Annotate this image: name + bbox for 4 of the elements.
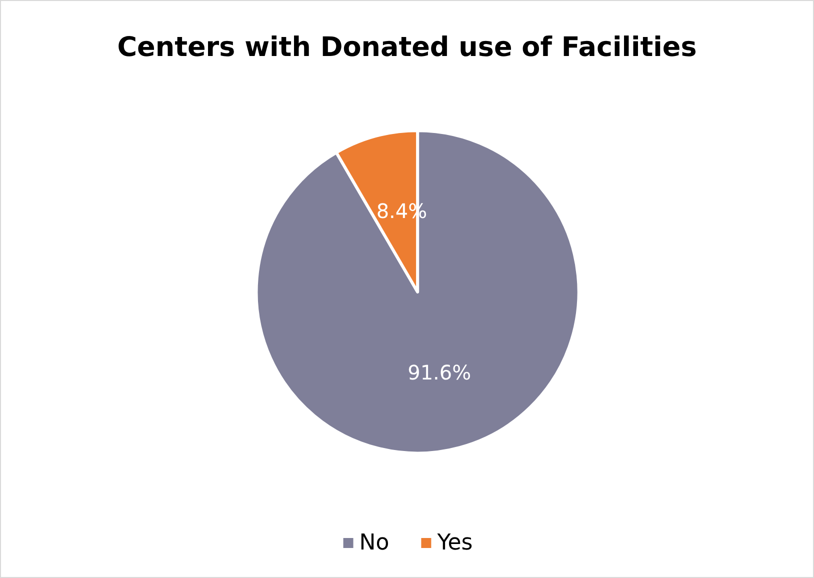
legend-label: Yes — [436, 530, 473, 556]
data-label: 91.6% — [408, 360, 472, 385]
legend-label: No — [359, 530, 390, 556]
chart-title: Centers with Donated use of Facilities — [117, 32, 697, 63]
